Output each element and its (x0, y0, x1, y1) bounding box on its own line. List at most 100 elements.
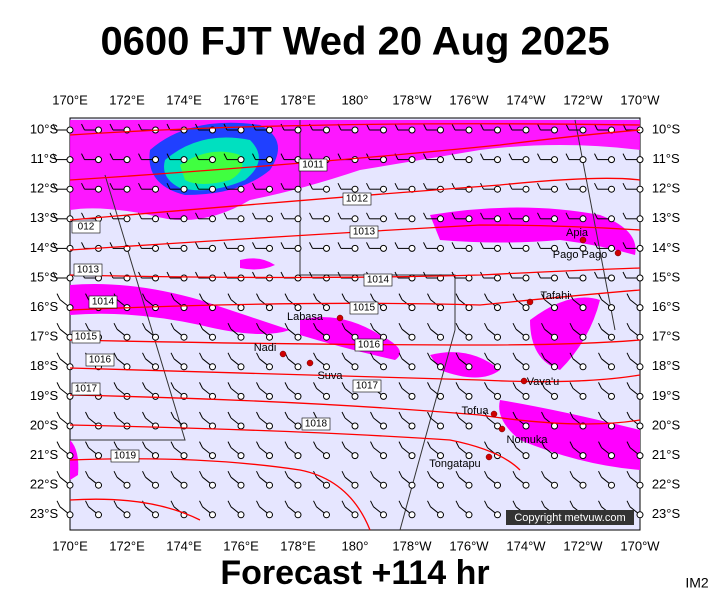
barb-station (465, 304, 473, 312)
lat-label: 23°S (652, 506, 681, 521)
barb-feather (537, 212, 541, 220)
lon-label: 170°E (52, 92, 88, 107)
lat-label: 20°S (30, 417, 59, 432)
isobar-label-box (71, 382, 101, 396)
barb-station (152, 363, 159, 371)
barb-station (180, 452, 188, 460)
barb-station (294, 481, 302, 489)
barb-feather (594, 182, 598, 190)
barb-feather (284, 293, 289, 300)
barb-feather (256, 352, 260, 360)
barb-station (465, 244, 473, 252)
barb-feather (451, 153, 456, 160)
barb-station (494, 363, 501, 371)
barb-station (351, 363, 359, 371)
barb-station (351, 452, 359, 460)
barb-feather (537, 271, 541, 279)
place-dot (614, 249, 622, 257)
barb-station (180, 333, 188, 341)
barb-feather (480, 212, 484, 220)
barb-feather (280, 182, 285, 190)
barb-station (294, 452, 302, 460)
barb-feather (370, 500, 374, 508)
barb-station (266, 452, 273, 460)
barb-feather (199, 293, 203, 300)
barb-station (180, 244, 188, 252)
barb-station (66, 481, 74, 489)
barb-station (408, 156, 416, 164)
barb-feather (598, 411, 602, 419)
barb-feather (341, 411, 346, 419)
barb-feather (455, 441, 460, 448)
lat-label: 13°S (652, 210, 681, 225)
barb-station (152, 452, 159, 460)
barb-feather (195, 153, 199, 160)
barb-feather (626, 322, 631, 330)
place-label: Nadi (254, 342, 277, 354)
barb-feather (484, 500, 488, 508)
barb-station (494, 274, 501, 282)
isobar-label-box (88, 295, 118, 309)
barb-feather (227, 322, 232, 330)
barb-feather (398, 293, 403, 300)
barb-feather (109, 271, 114, 279)
barb-station (152, 511, 159, 519)
barb-feather (427, 293, 431, 300)
barb-station (323, 244, 330, 252)
barb-feather (541, 382, 545, 389)
barb-station (123, 481, 131, 489)
barb-feather (508, 242, 513, 249)
barb-station (323, 363, 330, 371)
barb-feather (142, 411, 146, 419)
barb-feather (508, 123, 513, 131)
isobar-label: 1015 (75, 332, 98, 343)
barb-station (152, 333, 159, 341)
barb-station (551, 304, 558, 312)
barb-station (551, 481, 558, 489)
place-label: Tofua (462, 405, 490, 417)
lat-label: 20°S (652, 417, 681, 432)
barb-feather (455, 352, 460, 360)
barb-station (266, 481, 273, 489)
barb-station (266, 363, 273, 371)
barb-station (522, 452, 530, 460)
isobar-label-box (349, 301, 379, 315)
barb-feather (341, 382, 346, 389)
barb-feather (565, 153, 570, 160)
barb-feather (81, 242, 85, 249)
barb-feather (227, 470, 232, 478)
barb-feather (166, 182, 171, 190)
lon-label: 174°E (166, 92, 202, 107)
barb-station (95, 156, 102, 164)
barb-feather (227, 441, 232, 448)
barb-feather (366, 212, 370, 220)
place-dot (306, 359, 314, 367)
lon-label: 170°E (52, 538, 88, 553)
lat-label: 18°S (30, 358, 59, 373)
barb-feather (537, 123, 541, 131)
barb-station (608, 274, 615, 282)
barb-station (266, 392, 273, 400)
barb-feather (423, 212, 427, 220)
barb-feather (427, 470, 431, 478)
lat-label: 10°S (652, 121, 681, 136)
barb-station (123, 215, 131, 223)
barb-station (266, 511, 273, 519)
barb-feather (565, 242, 570, 249)
barb-feather (541, 441, 545, 448)
barb-station (266, 126, 273, 134)
barb-station (551, 126, 558, 134)
barb-station (209, 422, 216, 430)
barb-feather (170, 293, 175, 300)
barb-feather (195, 182, 199, 190)
barb-feather (199, 322, 203, 330)
barb-feather (565, 212, 570, 220)
barb-station (465, 126, 473, 134)
barb-station (608, 363, 615, 371)
barb-feather (423, 271, 427, 279)
barb-feather (223, 212, 228, 220)
barb-feather (626, 470, 631, 478)
barb-feather (427, 411, 431, 419)
barb-station (408, 304, 416, 312)
barb-feather (423, 182, 427, 190)
